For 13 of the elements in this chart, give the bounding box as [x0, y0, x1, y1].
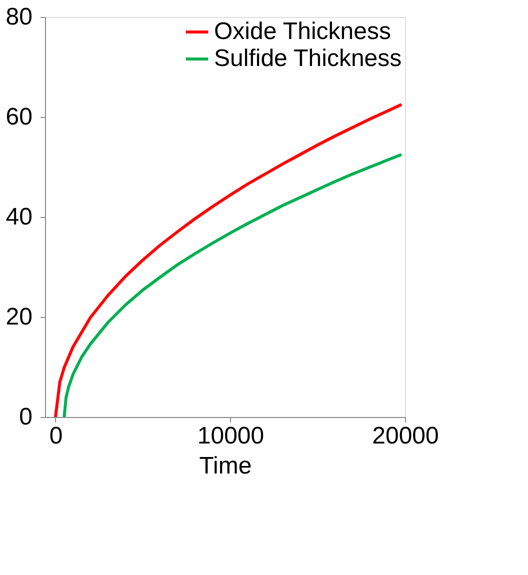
line-series [54, 103, 404, 418]
x-axis-title: Time [199, 452, 252, 480]
legend-label: Oxide Thickness [214, 18, 391, 45]
y-tick-label: 40 [6, 204, 32, 230]
line-series [62, 153, 404, 418]
legend-label: Sulfide Thickness [214, 45, 402, 72]
x-tick-label: 0 [49, 422, 63, 450]
x-tick-label: 10000 [197, 422, 264, 450]
y-tick-label: 20 [6, 304, 32, 330]
y-tick-label: 80 [6, 4, 32, 30]
x-tick-label: 20000 [372, 422, 439, 450]
y-tick-label: 0 [19, 404, 32, 430]
y-tick-label: 60 [6, 104, 32, 130]
